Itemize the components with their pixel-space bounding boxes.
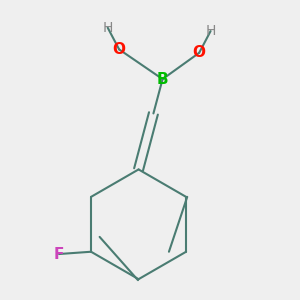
Text: H: H: [206, 24, 216, 38]
Text: O: O: [112, 42, 126, 57]
Text: H: H: [103, 21, 113, 35]
Text: O: O: [193, 45, 206, 60]
Text: B: B: [157, 72, 168, 87]
Text: F: F: [54, 247, 64, 262]
